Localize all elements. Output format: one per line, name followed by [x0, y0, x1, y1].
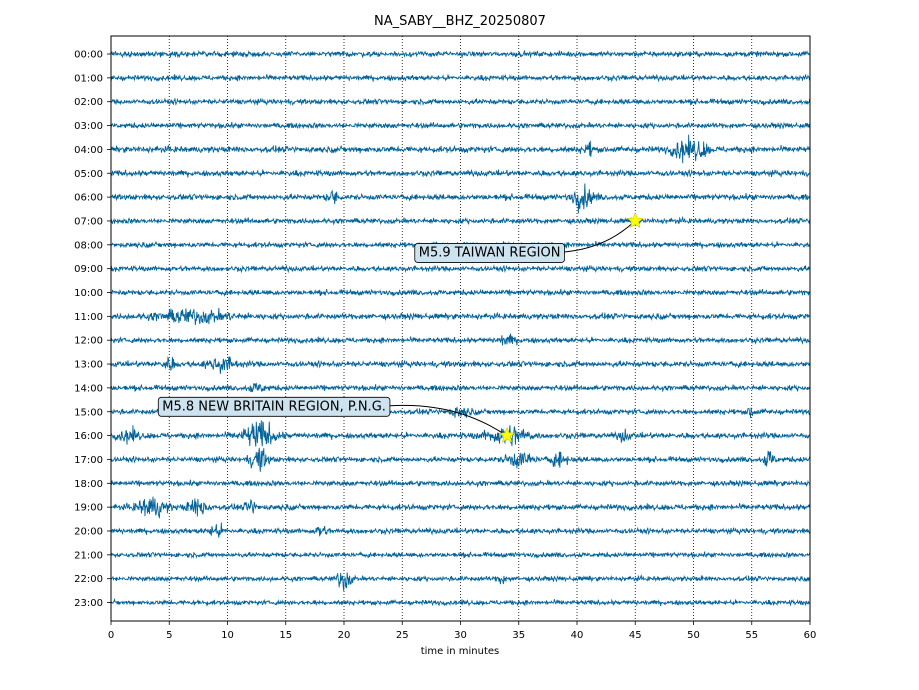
x-tick-label: 5: [166, 630, 172, 641]
trace-line: [110, 121, 811, 131]
trace-line: [110, 73, 811, 83]
x-tick-label: 15: [279, 630, 292, 641]
x-tick-label: 50: [687, 630, 700, 641]
event-connector: [564, 220, 636, 253]
y-tick-label: 01:00: [74, 73, 103, 84]
trace-line: [110, 215, 811, 226]
trace-line: [110, 597, 811, 607]
trace-line: [110, 288, 811, 297]
trace-line: [110, 307, 811, 326]
trace-line: [110, 333, 811, 346]
event-label-box: [414, 243, 565, 263]
event-label-box: [157, 396, 391, 417]
x-tick-label: 30: [454, 630, 467, 641]
trace-line: [110, 479, 811, 488]
traces: [110, 49, 811, 607]
trace-line: [110, 522, 811, 538]
y-tick-label: 04:00: [74, 145, 103, 156]
trace-line: [110, 97, 811, 107]
y-axis: 00:00 01:00 02:00 03:00 04:00 05:00 06:00 07:00…: [74, 50, 111, 609]
x-tick-label: 40: [571, 630, 584, 641]
y-tick-label: 18:00: [74, 479, 103, 490]
x-tick-label: 0: [108, 630, 114, 641]
y-tick-label: 19:00: [74, 503, 103, 514]
trace-line: [110, 496, 811, 519]
x-tick-label: 35: [512, 630, 525, 641]
y-tick-label: 20:00: [74, 527, 103, 538]
x-tick-label: 20: [338, 630, 351, 641]
trace-line: [110, 264, 811, 274]
y-tick-label: 06:00: [74, 193, 103, 204]
x-axis-label: time in minutes: [421, 646, 500, 657]
event-star-marker: [626, 212, 644, 229]
x-tick-label: 25: [396, 630, 409, 641]
y-tick-label: 11:00: [74, 312, 103, 323]
event-annotations: M5.9 TAIWAN REGION M5.8 NEW BRITAIN REGIO…: [157, 212, 644, 443]
x-tick-label: 60: [804, 630, 817, 641]
x-axis: 0 5 10 15 20 25 30 35 40 45 50 55 60: [108, 621, 817, 641]
trace-line: [110, 382, 811, 393]
trace-line: [110, 49, 811, 59]
y-tick-label: 09:00: [74, 264, 103, 275]
trace-line: [110, 572, 811, 591]
y-tick-label: 21:00: [74, 550, 103, 561]
event-star-marker: [498, 426, 516, 443]
y-tick-label: 07:00: [74, 216, 103, 227]
y-tick-label: 16:00: [74, 431, 103, 442]
event-connector: [389, 404, 508, 437]
y-tick-label: 23:00: [74, 598, 103, 609]
y-tick-label: 17:00: [74, 455, 103, 466]
trace-line: [110, 134, 811, 164]
y-tick-label: 14:00: [74, 383, 103, 394]
y-tick-label: 02:00: [74, 97, 103, 108]
trace-line: [110, 356, 811, 374]
y-tick-label: 08:00: [74, 240, 103, 251]
x-tick-label: 55: [745, 630, 758, 641]
trace-line: [110, 551, 811, 559]
y-tick-label: 03:00: [74, 121, 103, 132]
trace-line: [110, 447, 811, 472]
x-tick-label: 45: [629, 630, 642, 641]
event-label: M5.8 NEW BRITAIN REGION, P.N.G.: [162, 399, 386, 414]
y-tick-label: 00:00: [74, 50, 103, 61]
y-tick-label: 05:00: [74, 169, 103, 180]
trace-line: [110, 420, 811, 447]
chart-title: NA_SABY__BHZ_20250807: [374, 14, 546, 29]
y-tick-label: 10:00: [74, 288, 103, 299]
trace-line: [110, 168, 811, 178]
x-tick-label: 10: [221, 630, 234, 641]
y-tick-label: 15:00: [74, 407, 103, 418]
y-tick-label: 13:00: [74, 360, 103, 371]
y-tick-label: 12:00: [74, 336, 103, 347]
event-label: M5.9 TAIWAN REGION: [419, 245, 561, 260]
trace-line: [110, 183, 811, 214]
y-tick-label: 22:00: [74, 574, 103, 585]
